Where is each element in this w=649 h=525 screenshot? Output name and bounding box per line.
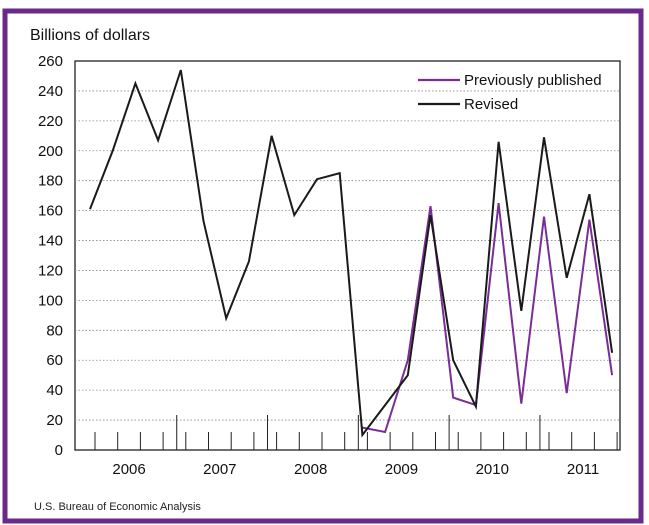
y-axis-title: Billions of dollars [30, 27, 151, 44]
x-tick-label: 2009 [385, 461, 418, 478]
y-tick-label: 220 [38, 113, 63, 130]
x-axis-ticks: 2006 2007 2008 2009 2010 2011 [94, 415, 618, 478]
series-line-previously-published [362, 202, 614, 434]
legend-label: Previously published [464, 72, 602, 89]
y-axis-ticks: 0 20 40 60 80 100 120 140 160 180 200 220 240 260 [38, 53, 63, 459]
y-tick-label: 20 [46, 412, 63, 429]
legend: Previously published Revised [418, 72, 602, 113]
y-tick-label: 0 [55, 442, 63, 459]
x-tick-label: 2010 [476, 461, 509, 478]
source-note: U.S. Bureau of Economic Analysis [34, 501, 201, 513]
legend-label: Revised [464, 96, 518, 113]
y-tick-label: 100 [38, 292, 63, 309]
y-tick-label: 240 [38, 83, 63, 100]
series-line-revised [89, 69, 614, 438]
y-tick-label: 120 [38, 262, 63, 279]
y-tick-label: 60 [46, 352, 63, 369]
x-tick-label: 2007 [203, 461, 236, 478]
frame-border [2, 8, 644, 524]
y-tick-label: 260 [38, 53, 63, 70]
series-lines [89, 69, 614, 438]
y-tick-label: 200 [38, 143, 63, 160]
x-tick-label: 2011 [567, 461, 599, 478]
plot-area [74, 60, 621, 451]
y-tick-label: 180 [38, 173, 63, 190]
x-tick-label: 2008 [294, 461, 327, 478]
y-tick-label: 80 [46, 322, 63, 339]
y-tick-label: 40 [46, 382, 63, 399]
y-tick-label: 140 [38, 233, 63, 250]
x-tick-label: 2006 [112, 461, 145, 478]
y-tick-label: 160 [38, 203, 63, 220]
